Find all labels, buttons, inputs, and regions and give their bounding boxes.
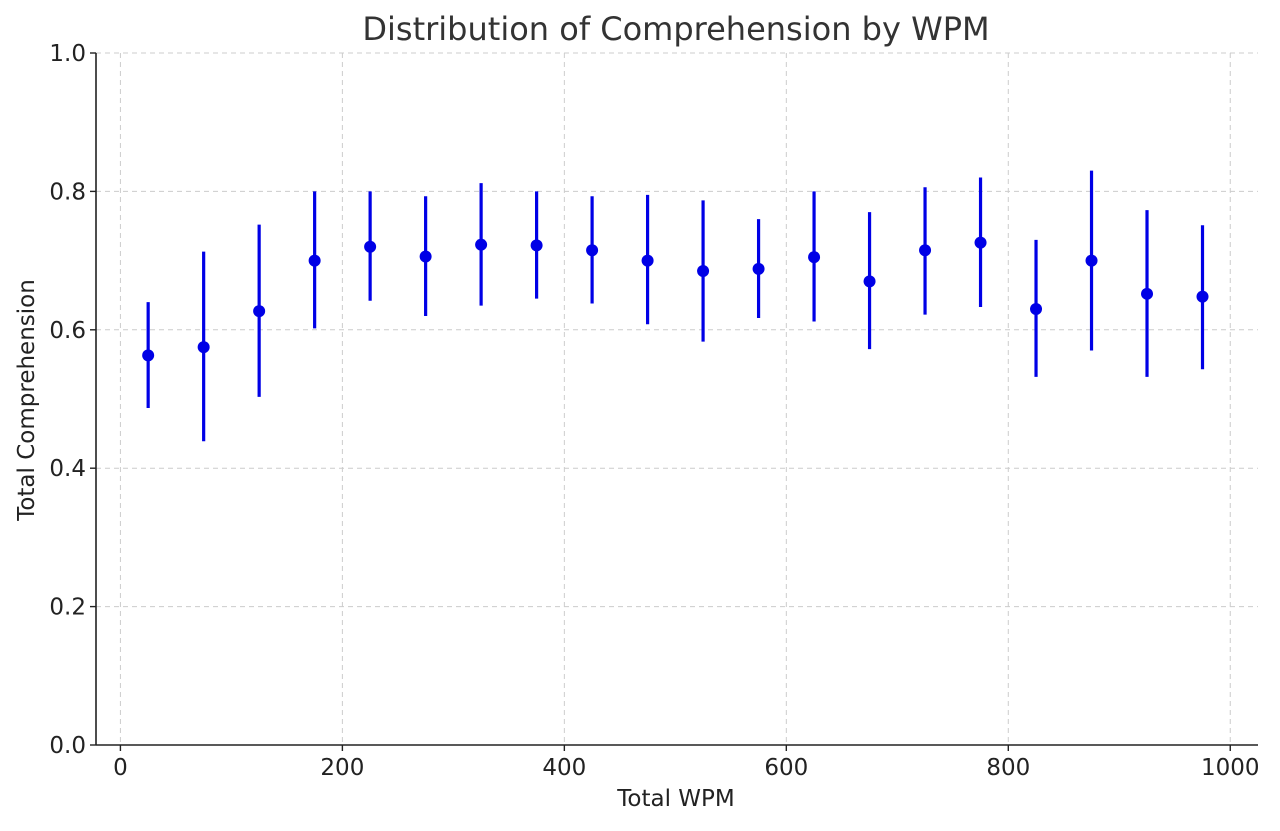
data-point xyxy=(142,349,155,362)
x-tick-label: 800 xyxy=(986,755,1030,781)
data-point xyxy=(641,254,654,267)
data-point xyxy=(1085,254,1098,267)
chart-title: Distribution of Comprehension by WPM xyxy=(362,10,989,48)
data-point xyxy=(530,239,543,252)
data-point xyxy=(308,254,321,267)
data-point xyxy=(364,240,377,253)
data-point xyxy=(419,250,432,263)
y-axis-label: Total Comprehension xyxy=(14,279,40,522)
data-points xyxy=(142,236,1209,362)
y-tick-label: 1.0 xyxy=(49,41,86,67)
data-point xyxy=(1141,287,1154,300)
data-point xyxy=(1196,290,1209,303)
data-point xyxy=(697,264,710,277)
error-bars xyxy=(146,170,1205,442)
x-tick-label: 1000 xyxy=(1201,755,1260,781)
data-point xyxy=(1030,303,1043,316)
data-point xyxy=(197,341,210,354)
data-point xyxy=(475,238,488,251)
x-tick-label: 200 xyxy=(320,755,364,781)
data-point xyxy=(808,251,821,264)
x-tick-label: 600 xyxy=(764,755,808,781)
y-tick-label: 0.8 xyxy=(49,179,86,205)
data-point xyxy=(253,305,266,318)
grid xyxy=(96,52,1258,746)
y-tick-label: 0.6 xyxy=(49,318,86,344)
y-tick-label: 0.4 xyxy=(49,456,86,482)
data-point xyxy=(863,275,876,288)
data-point xyxy=(586,244,599,257)
y-tick-label: 0.2 xyxy=(49,595,86,621)
data-point xyxy=(752,262,765,275)
x-axis-label: Total WPM xyxy=(616,786,734,812)
x-tick-label: 400 xyxy=(542,755,586,781)
data-point xyxy=(974,236,987,249)
y-tick-label: 0.0 xyxy=(49,733,86,759)
axes: 0 200 400 600 800 1000 0.0 0.2 0.4 0.6 0.8 1.0 xyxy=(49,41,1259,781)
data-point xyxy=(919,244,932,257)
x-tick-label: 0 xyxy=(113,755,128,781)
